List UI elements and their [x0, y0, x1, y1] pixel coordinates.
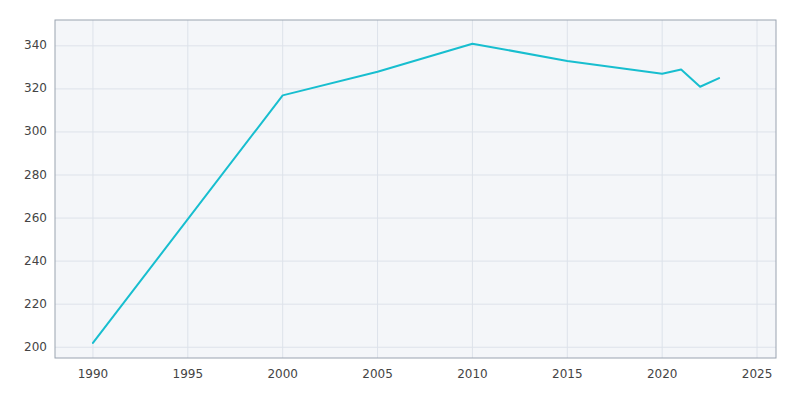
y-tick-label: 280 [24, 168, 47, 182]
x-grid-line [567, 20, 568, 358]
x-tick-label: 2010 [457, 367, 488, 381]
axes: 200 220 240 260 280 300 320 340 1990 1995 2000 2005… [24, 38, 772, 381]
y-tick-label: 260 [24, 211, 47, 225]
plot-frame [55, 20, 776, 358]
x-tick-label: 2015 [552, 367, 583, 381]
x-tick-label: 1990 [78, 367, 109, 381]
grid [55, 20, 776, 358]
y-grid-line [55, 45, 776, 46]
y-grid-line [55, 261, 776, 262]
line [93, 44, 719, 343]
x-grid-line [187, 20, 188, 358]
y-grid-line [55, 218, 776, 219]
data-layer [93, 44, 719, 343]
y-tick-label: 320 [24, 81, 47, 95]
chart-container: 200 220 240 260 280 300 320 340 1990 1995 2000 2005… [0, 0, 800, 400]
x-grid-line [92, 20, 93, 358]
y-tick-label: 220 [24, 297, 47, 311]
y-grid-line [55, 304, 776, 305]
y-tick-label: 240 [24, 254, 47, 268]
x-grid-line [757, 20, 758, 358]
y-grid-line [55, 131, 776, 132]
x-tick-label: 2000 [267, 367, 298, 381]
chart-svg: 200 220 240 260 280 300 320 340 1990 1995 2000 2005… [0, 0, 800, 400]
y-grid-line [55, 347, 776, 348]
x-tick-label: 1995 [173, 367, 204, 381]
y-tick-label: 200 [24, 340, 47, 354]
y-tick-label: 340 [24, 38, 47, 52]
x-tick-label: 2005 [362, 367, 393, 381]
x-tick-label: 2025 [742, 367, 773, 381]
x-tick-label: 2020 [647, 367, 678, 381]
plot-area [55, 20, 776, 358]
y-tick-label: 300 [24, 124, 47, 138]
x-grid-line [282, 20, 283, 358]
y-grid-line [55, 175, 776, 176]
y-grid-line [55, 88, 776, 89]
x-grid-line [472, 20, 473, 358]
x-grid-line [662, 20, 663, 358]
